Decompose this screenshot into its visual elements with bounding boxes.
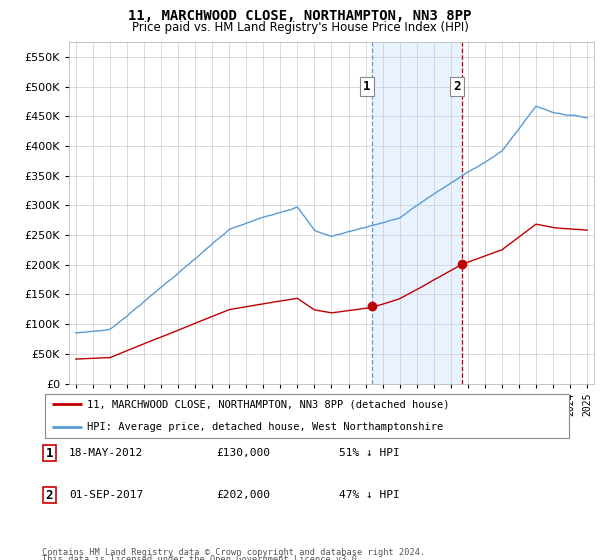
FancyBboxPatch shape	[44, 394, 569, 438]
Text: HPI: Average price, detached house, West Northamptonshire: HPI: Average price, detached house, West…	[87, 422, 443, 432]
Text: £130,000: £130,000	[216, 448, 270, 458]
Text: 11, MARCHWOOD CLOSE, NORTHAMPTON, NN3 8PP (detached house): 11, MARCHWOOD CLOSE, NORTHAMPTON, NN3 8P…	[87, 399, 449, 409]
Text: 1: 1	[363, 80, 371, 93]
Text: Contains HM Land Registry data © Crown copyright and database right 2024.: Contains HM Land Registry data © Crown c…	[42, 548, 425, 557]
Text: 2: 2	[46, 488, 53, 502]
Text: 11, MARCHWOOD CLOSE, NORTHAMPTON, NN3 8PP: 11, MARCHWOOD CLOSE, NORTHAMPTON, NN3 8P…	[128, 9, 472, 23]
Text: 01-SEP-2017: 01-SEP-2017	[69, 490, 143, 500]
FancyBboxPatch shape	[43, 445, 56, 461]
FancyBboxPatch shape	[43, 487, 56, 503]
Text: 2: 2	[454, 80, 461, 93]
Text: 47% ↓ HPI: 47% ↓ HPI	[339, 490, 400, 500]
Text: Price paid vs. HM Land Registry's House Price Index (HPI): Price paid vs. HM Land Registry's House …	[131, 21, 469, 34]
Text: This data is licensed under the Open Government Licence v3.0.: This data is licensed under the Open Gov…	[42, 556, 362, 560]
Text: 18-MAY-2012: 18-MAY-2012	[69, 448, 143, 458]
Text: £202,000: £202,000	[216, 490, 270, 500]
Text: 1: 1	[46, 446, 53, 460]
Text: 51% ↓ HPI: 51% ↓ HPI	[339, 448, 400, 458]
